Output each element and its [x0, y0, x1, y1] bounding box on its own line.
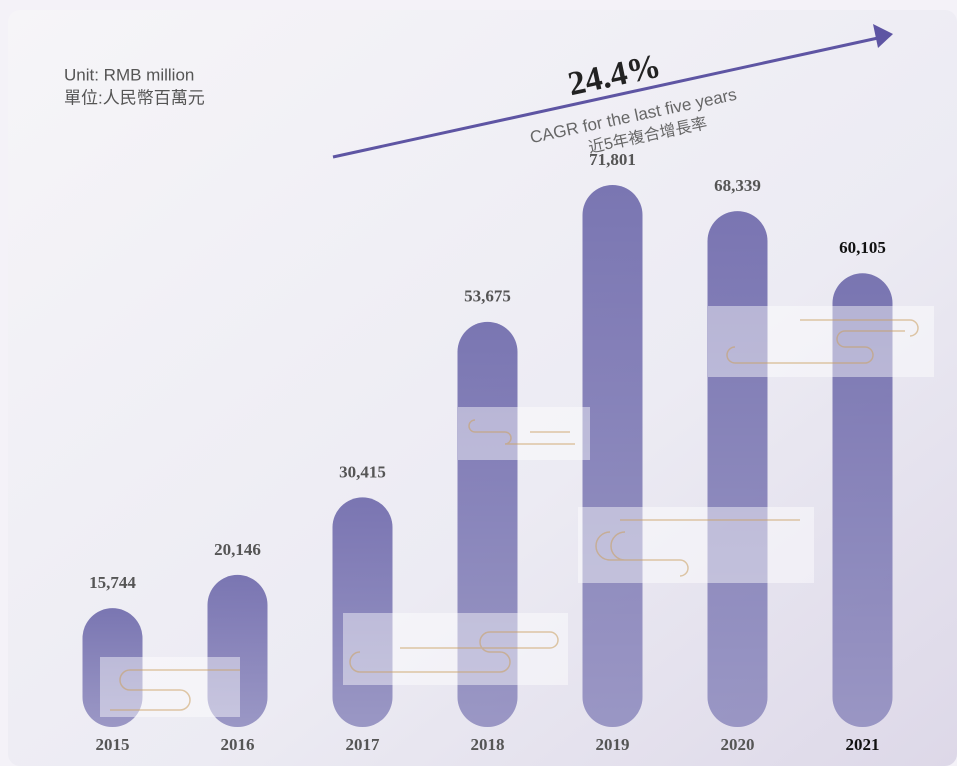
x-tick-label: 2015	[96, 735, 130, 754]
value-label: 68,339	[714, 176, 761, 195]
chart: Unit: RMB million 單位:人民幣百萬元 24.4% CAGR f…	[0, 0, 957, 766]
value-label: 71,801	[589, 150, 636, 169]
x-tick-label: 2017	[346, 735, 381, 754]
unit-label-zh: 單位:人民幣百萬元	[64, 88, 205, 107]
unit-label: Unit: RMB million	[64, 65, 194, 84]
x-tick-label: 2016	[221, 735, 255, 754]
value-label: 20,146	[214, 540, 261, 559]
value-label: 30,415	[339, 462, 386, 481]
x-tick-label: 2021	[846, 735, 880, 754]
x-tick-label: 2018	[471, 735, 505, 754]
bar-shade	[708, 211, 768, 727]
value-label: 53,675	[464, 287, 511, 306]
value-label: 60,105	[839, 238, 886, 257]
x-tick-label: 2020	[721, 735, 755, 754]
x-tick-label: 2019	[596, 735, 630, 754]
bar-shade	[583, 185, 643, 727]
value-label: 15,744	[89, 573, 136, 592]
bar-shade	[333, 497, 393, 727]
